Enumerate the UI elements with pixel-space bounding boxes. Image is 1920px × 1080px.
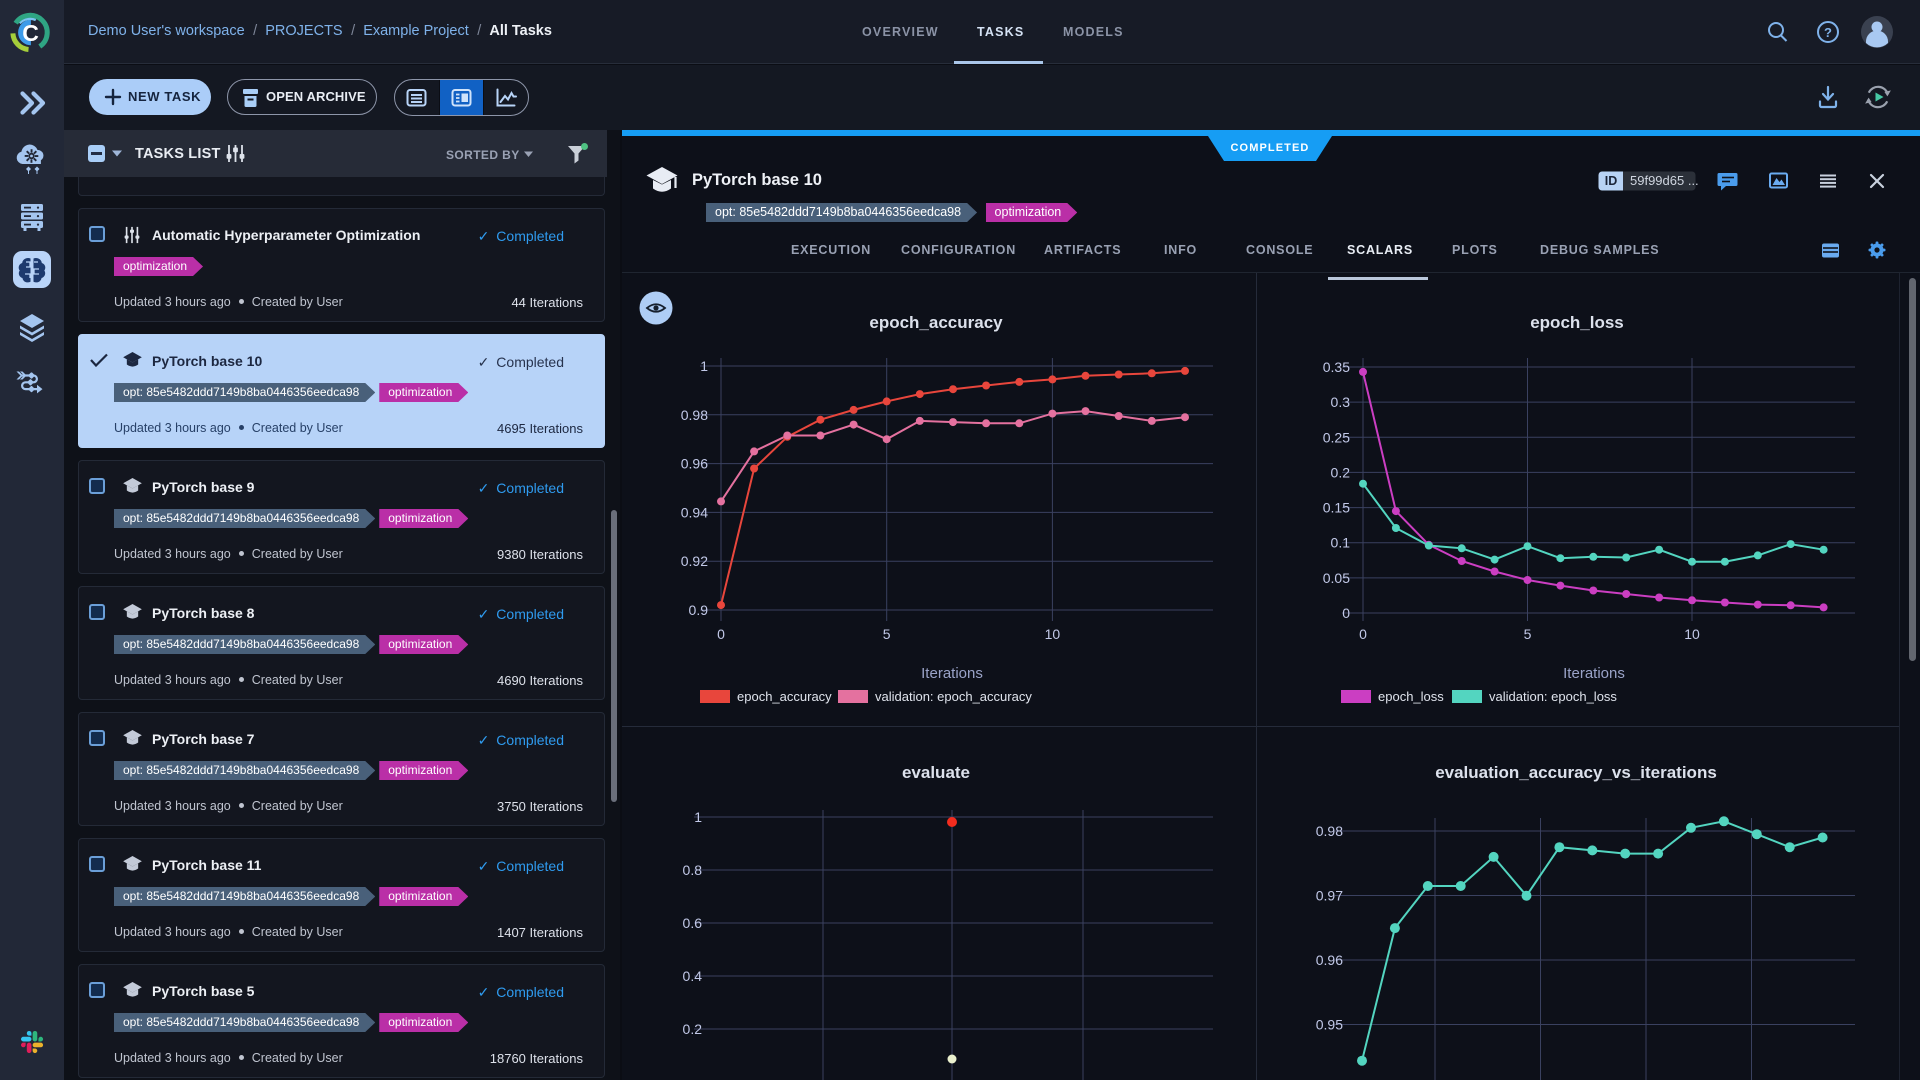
svg-text:0.9: 0.9 [689,602,709,618]
svg-text:Iterations: Iterations [1563,665,1625,682]
svg-text:0.1: 0.1 [1331,535,1351,551]
svg-text:0.94: 0.94 [681,504,708,520]
svg-text:0.4: 0.4 [683,968,703,984]
svg-text:0.2: 0.2 [683,1021,703,1037]
svg-text:evaluation_accuracy_vs_iterati: evaluation_accuracy_vs_iterations [1435,763,1717,782]
svg-text:0.96: 0.96 [1316,952,1343,968]
svg-text:0.3: 0.3 [1331,394,1351,410]
svg-text:0.2: 0.2 [1331,464,1351,480]
svg-text:1: 1 [700,358,708,374]
svg-text:0.96: 0.96 [681,456,708,472]
svg-text:0: 0 [1342,605,1350,621]
svg-text:validation: epoch_loss: validation: epoch_loss [1489,689,1617,704]
svg-text:epoch_loss: epoch_loss [1530,313,1624,332]
svg-text:0: 0 [717,626,725,642]
svg-text:1: 1 [694,809,702,825]
svg-text:0.97: 0.97 [1316,888,1343,904]
svg-text:epoch_accuracy: epoch_accuracy [869,313,1003,332]
svg-text:10: 10 [1045,626,1061,642]
svg-text:0.05: 0.05 [1323,570,1350,586]
svg-text:5: 5 [1524,626,1532,642]
svg-text:epoch_accuracy: epoch_accuracy [737,689,832,704]
svg-text:0.25: 0.25 [1323,429,1350,445]
svg-text:0.92: 0.92 [681,553,708,569]
svg-text:validation: epoch_accuracy: validation: epoch_accuracy [875,689,1032,704]
svg-text:0.8: 0.8 [683,862,703,878]
svg-text:5: 5 [883,626,891,642]
svg-text:0.35: 0.35 [1323,359,1350,375]
svg-text:0.15: 0.15 [1323,500,1350,516]
svg-text:0.95: 0.95 [1316,1017,1343,1033]
svg-text:0.98: 0.98 [681,407,708,423]
svg-text:0.98: 0.98 [1316,823,1343,839]
svg-text:0.6: 0.6 [683,915,703,931]
svg-text:10: 10 [1684,626,1700,642]
svg-text:epoch_loss: epoch_loss [1378,689,1444,704]
svg-text:evaluate: evaluate [902,763,970,782]
svg-text:Iterations: Iterations [921,665,983,682]
svg-text:0: 0 [1359,626,1367,642]
